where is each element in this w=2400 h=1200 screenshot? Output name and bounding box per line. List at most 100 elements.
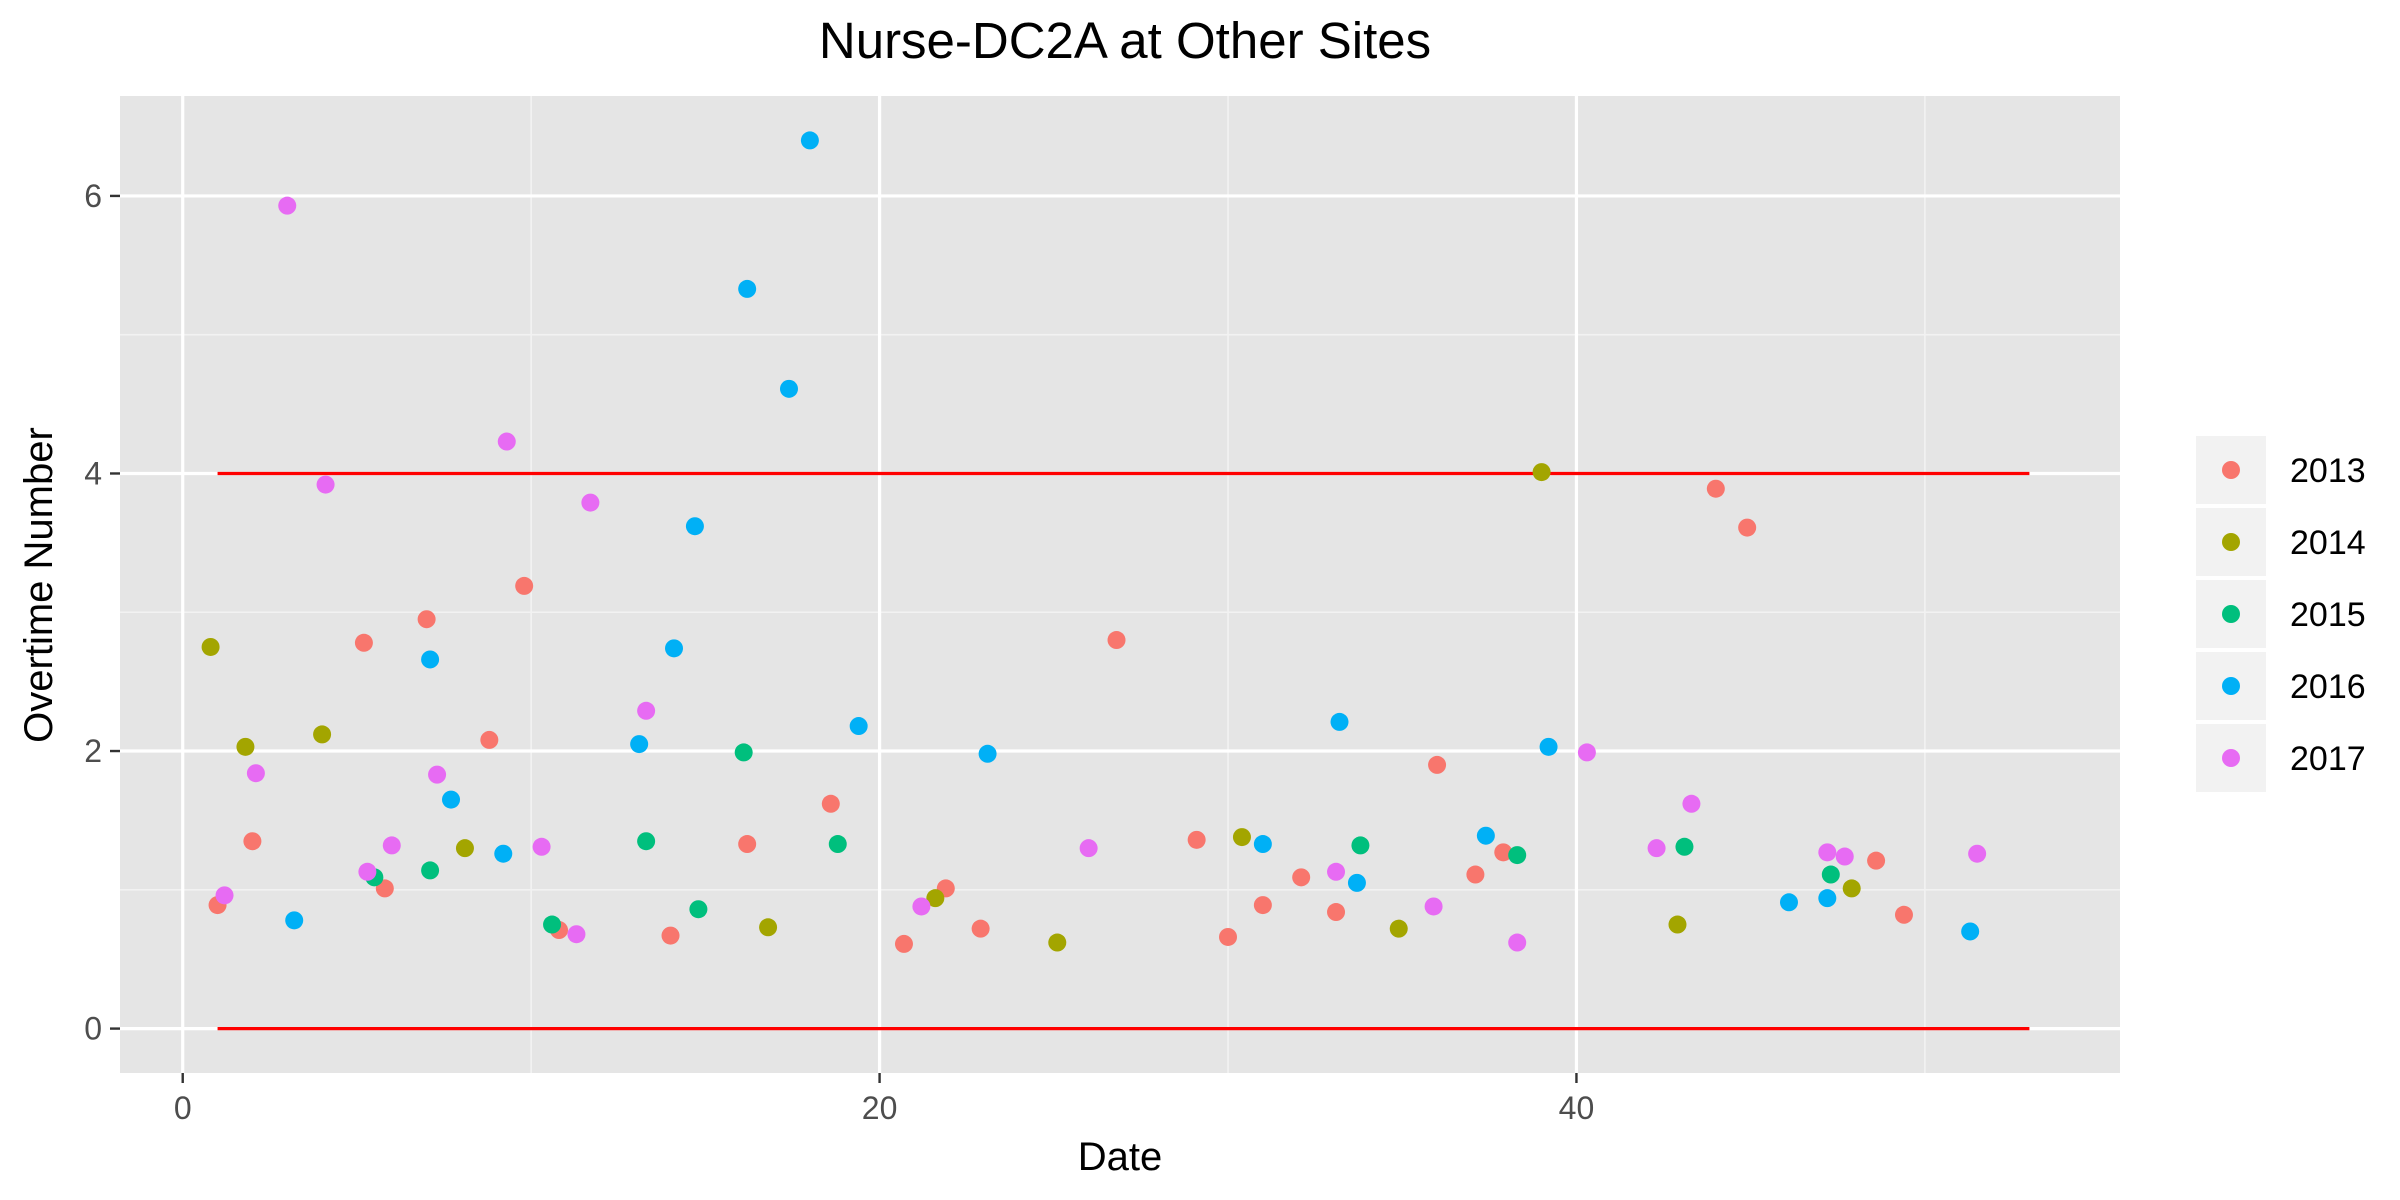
data-point-2015 — [1675, 837, 1694, 856]
y-tick-label: 6 — [84, 178, 102, 214]
legend-marker-2016 — [2222, 677, 2240, 695]
y-tick-label: 2 — [84, 733, 102, 769]
data-point-2013 — [821, 794, 840, 813]
data-point-2015 — [689, 900, 708, 919]
data-point-2017 — [278, 196, 297, 215]
data-point-2017 — [1424, 897, 1443, 916]
data-point-2014 — [1232, 828, 1251, 847]
data-point-2013 — [738, 835, 757, 854]
data-point-2013 — [1327, 903, 1346, 922]
data-point-2016 — [1330, 712, 1349, 731]
data-point-2014 — [201, 637, 220, 656]
data-point-2014 — [926, 889, 945, 908]
data-point-2015 — [1508, 846, 1527, 865]
y-axis-title: Overtime Number — [17, 427, 61, 743]
chart-title: Nurse-DC2A at Other Sites — [819, 12, 1431, 69]
data-point-2016 — [1779, 893, 1798, 912]
data-point-2016 — [494, 844, 513, 863]
data-point-2014 — [759, 918, 778, 937]
data-point-2017 — [246, 764, 265, 783]
data-point-2017 — [912, 897, 931, 916]
data-point-2017 — [1968, 844, 1987, 863]
data-point-2016 — [1253, 835, 1272, 854]
data-point-2016 — [285, 911, 304, 930]
legend-label: 2017 — [2290, 740, 2366, 778]
data-point-2014 — [313, 725, 332, 744]
data-point-2014 — [236, 737, 255, 756]
y-tick-label: 4 — [84, 455, 102, 491]
data-point-2014 — [1842, 879, 1861, 898]
data-point-2013 — [1466, 865, 1485, 884]
data-point-2014 — [455, 839, 474, 858]
data-point-2016 — [1539, 737, 1558, 756]
data-point-2013 — [243, 832, 262, 851]
data-point-2017 — [1818, 843, 1837, 862]
data-point-2017 — [1577, 743, 1596, 762]
data-point-2016 — [685, 517, 704, 536]
data-point-2014 — [1532, 463, 1551, 482]
data-point-2013 — [1253, 896, 1272, 915]
axes: 0 20 40 0 2 4 6 — [84, 178, 1594, 1126]
data-point-2013 — [417, 610, 436, 629]
data-point-2013 — [1867, 851, 1886, 870]
legend-marker-2015 — [2222, 605, 2240, 623]
data-point-2016 — [978, 744, 997, 763]
reference-lines — [217, 471, 2030, 1031]
data-point-2016 — [849, 717, 868, 736]
legend-label: 2013 — [2290, 452, 2366, 490]
data-point-2017 — [1682, 794, 1701, 813]
data-point-2015 — [828, 835, 847, 854]
data-point-2013 — [1292, 868, 1311, 887]
legend-marker-2014 — [2222, 533, 2240, 551]
data-point-2017 — [1079, 839, 1098, 858]
data-point-2013 — [515, 576, 534, 595]
data-point-2017 — [215, 886, 234, 905]
legend-marker-2017 — [2222, 749, 2240, 767]
data-point-2013 — [1187, 830, 1206, 849]
data-point-2015 — [637, 832, 656, 851]
data-point-2016 — [1961, 922, 1980, 941]
legend-label: 2016 — [2290, 668, 2366, 706]
data-point-2013 — [971, 919, 990, 938]
data-point-2014 — [1668, 915, 1687, 934]
data-point-2016 — [738, 279, 757, 298]
legend-label: 2015 — [2290, 596, 2366, 634]
data-point-2013 — [480, 730, 499, 749]
x-tick-label: 20 — [862, 1090, 898, 1126]
plot-panel — [120, 96, 2120, 1073]
data-point-2016 — [779, 379, 798, 398]
data-point-2015 — [543, 915, 562, 934]
data-point-2013 — [1494, 843, 1513, 862]
data-point-2013 — [1894, 905, 1913, 924]
data-point-2013 — [1219, 927, 1238, 946]
data-point-2013 — [1738, 518, 1757, 537]
data-point-2017 — [1327, 862, 1346, 881]
data-point-2017 — [1508, 933, 1527, 952]
data-point-2017 — [637, 701, 656, 720]
data-point-2013 — [354, 633, 373, 652]
data-point-2013 — [661, 926, 680, 945]
data-point-2015 — [1351, 836, 1370, 855]
data-point-2016 — [421, 650, 440, 669]
x-tick-label: 0 — [174, 1090, 192, 1126]
x-tick-label: 40 — [1559, 1090, 1595, 1126]
data-point-2017 — [316, 475, 335, 494]
data-point-2017 — [1835, 847, 1854, 866]
data-point-2016 — [630, 735, 649, 754]
data-point-2016 — [1476, 826, 1495, 845]
legend-marker-2013 — [2222, 461, 2240, 479]
data-point-2017 — [382, 836, 401, 855]
data-point-2014 — [1389, 919, 1408, 938]
data-point-2016 — [800, 131, 819, 150]
data-point-2016 — [665, 639, 684, 658]
data-point-2017 — [1647, 839, 1666, 858]
data-point-2016 — [442, 790, 461, 809]
data-point-2013 — [1706, 479, 1725, 498]
data-point-2015 — [734, 743, 753, 762]
data-point-2013 — [1107, 631, 1126, 650]
data-point-2017 — [497, 432, 516, 451]
data-point-2017 — [567, 925, 586, 944]
data-point-2017 — [581, 493, 600, 512]
x-axis-title: Date — [1078, 1135, 1163, 1179]
data-point-2016 — [1818, 889, 1837, 908]
